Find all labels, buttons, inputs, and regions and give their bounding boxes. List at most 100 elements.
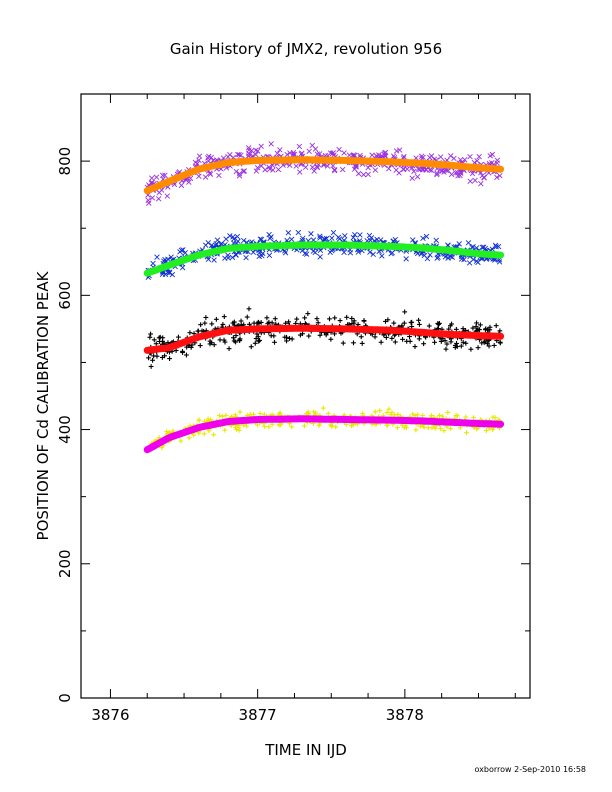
data-point (437, 320, 442, 326)
data-point (151, 353, 157, 359)
data-point (162, 172, 168, 178)
data-point (328, 336, 334, 342)
trend-line-1 (143, 156, 505, 195)
data-point (331, 167, 338, 174)
data-point (409, 175, 415, 181)
data-point (493, 244, 499, 250)
data-point (453, 413, 459, 418)
data-point (314, 151, 321, 157)
data-point (196, 418, 202, 424)
data-point (475, 345, 481, 351)
data-point (419, 167, 426, 173)
data-point (365, 164, 371, 171)
data-point (201, 431, 207, 437)
data-point (445, 410, 451, 415)
data-point (236, 425, 242, 431)
data-point (464, 430, 469, 436)
data-point (202, 174, 209, 180)
data-point (180, 348, 185, 354)
data-point (388, 412, 394, 418)
data-point (148, 364, 154, 369)
data-point (297, 169, 303, 175)
data-point (253, 168, 260, 174)
data-point (370, 251, 376, 258)
series-4 (143, 405, 505, 454)
data-point (238, 318, 244, 324)
data-point (452, 345, 458, 350)
data-point (208, 242, 215, 248)
data-point (189, 342, 195, 348)
data-point (432, 425, 438, 431)
data-point (317, 254, 323, 260)
data-point (196, 173, 202, 180)
data-point (447, 153, 454, 159)
data-point (414, 174, 421, 180)
data-point (294, 316, 300, 322)
y-tick-label: 800 (56, 147, 74, 176)
data-point (395, 425, 400, 431)
data-point (487, 327, 493, 333)
data-point (330, 150, 336, 156)
data-point (157, 334, 163, 340)
data-point (329, 423, 334, 429)
data-point (296, 143, 303, 150)
data-point (167, 356, 172, 361)
data-point (361, 318, 367, 323)
data-point (284, 334, 289, 340)
data-point (202, 320, 208, 326)
data-point (379, 253, 385, 259)
data-point (146, 355, 151, 361)
data-point (213, 241, 220, 247)
data-point (252, 340, 258, 346)
data-point (489, 160, 495, 166)
data-point (447, 323, 453, 329)
data-point (271, 333, 277, 339)
data-point (468, 346, 474, 352)
data-point (289, 424, 295, 430)
data-point (359, 341, 365, 346)
data-point (315, 320, 321, 326)
data-point (456, 241, 462, 247)
data-point (317, 235, 323, 241)
data-point (386, 165, 392, 172)
data-point (197, 343, 203, 348)
data-point (410, 411, 416, 417)
data-point (453, 326, 459, 332)
data-point (465, 240, 472, 246)
data-point (383, 335, 389, 340)
data-point (220, 322, 226, 327)
x-tick-label: 3878 (386, 706, 424, 724)
data-point (226, 346, 232, 352)
data-point (176, 334, 181, 340)
data-point (355, 170, 362, 177)
data-point (472, 177, 478, 184)
data-point (492, 242, 499, 249)
data-point (157, 339, 162, 344)
data-point (494, 160, 500, 166)
data-point (235, 151, 241, 158)
data-point (336, 146, 342, 153)
data-point (287, 162, 293, 169)
data-point (346, 152, 353, 158)
data-point (357, 232, 363, 238)
data-point (184, 352, 189, 358)
data-point (373, 153, 380, 159)
y-tick-label: 400 (56, 415, 74, 444)
data-point (270, 167, 276, 173)
data-point (438, 426, 443, 431)
data-point (408, 320, 414, 325)
data-point (203, 315, 209, 320)
data-point (350, 152, 357, 158)
data-point (420, 413, 426, 418)
plot-frame (80, 93, 531, 699)
data-point (335, 234, 342, 241)
data-point (339, 166, 346, 173)
data-point (351, 340, 356, 346)
data-point (250, 249, 257, 256)
data-point (413, 427, 419, 433)
data-point (312, 249, 318, 256)
data-point (276, 411, 282, 417)
data-point (285, 230, 292, 236)
data-point (218, 241, 224, 248)
data-point (481, 340, 487, 345)
